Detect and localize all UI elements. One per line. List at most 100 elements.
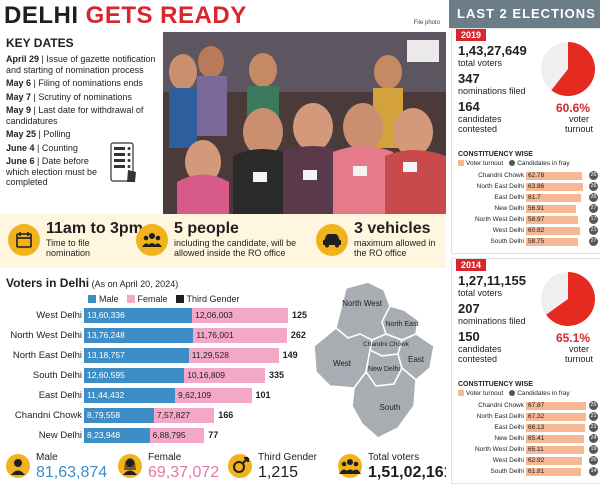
constituency-row: South Delhi 58.75 27 — [452, 237, 600, 247]
key-date-text: | Scrutiny of nominations — [31, 91, 132, 102]
constituency-name: North East Delhi — [476, 413, 524, 420]
turnout-bar: 66.13 — [526, 424, 585, 432]
info-strip: 11am to 3pm Time to file nomination 5 pe… — [0, 214, 446, 268]
candidates-label: candidates contested — [458, 114, 502, 134]
election-year-box: 2014 1,27,11,155 total voters 207 nomination… — [451, 258, 600, 484]
voters-heading: Voters in Delhi (As on April 20, 2024) — [6, 276, 178, 290]
page-title: DELHI GETS READY — [4, 2, 247, 30]
constituency-name: South Delhi — [490, 238, 524, 245]
constituency-row: North West Delhi 58.97 17 — [452, 215, 600, 225]
candidates-badge: 21 — [589, 423, 598, 432]
info-small: Time to file nomination — [46, 238, 91, 258]
key-date: June 4 — [6, 142, 35, 153]
map-region-south — [351, 366, 417, 439]
constituency-legend: Voter turnout Candidates in fray — [458, 160, 570, 167]
female-bar: 7,57,827 — [153, 408, 215, 423]
constituency-row: North East Delhi 63.86 26 — [452, 182, 600, 192]
gender-icon — [228, 454, 252, 478]
turnout-bar: 62.92 — [526, 457, 582, 465]
turnout-bar: 58.97 — [526, 216, 579, 224]
total-third-gender-label: Third Gender — [258, 452, 317, 463]
constituency-row: Chandni Chowk 67.87 25 — [452, 401, 600, 411]
calendar-icon — [8, 224, 40, 256]
female-bar: 11,76,001 — [193, 328, 287, 343]
year-badge: 2019 — [456, 29, 486, 41]
constituency-name: East Delhi — [494, 194, 524, 201]
key-date-item: May 6 | Filing of nominations ends — [6, 78, 162, 89]
turnout-bar: 58.75 — [526, 238, 578, 246]
photo-credit: File photo — [413, 20, 440, 26]
candidates-badge: 26 — [589, 193, 598, 202]
map-region-north-west — [335, 281, 391, 341]
key-date-item: April 29 | Issue of gazette notification… — [6, 54, 162, 75]
key-date-text: | Issue of gazette notification and star… — [6, 54, 156, 75]
legend-third-label: Third Gender — [186, 294, 240, 304]
constituency-legend: Voter turnout Candidates in fray — [458, 390, 570, 397]
constituency-label: West Delhi — [36, 310, 82, 321]
legend-third-gender: Third Gender — [175, 294, 240, 304]
constituency-row: New Delhi 56.91 27 — [452, 204, 600, 214]
voters-bar-row: North West Delhi 13,76,248 11,76,001 262 — [0, 328, 320, 344]
voters-subheading: (As on April 20, 2024) — [89, 279, 179, 289]
voters-photo — [163, 32, 446, 214]
constituency-row: New Delhi 65.41 24 — [452, 434, 600, 444]
key-date: May 6 — [6, 78, 32, 88]
candidates-badge: 21 — [589, 412, 598, 421]
candidates-badge: 26 — [589, 171, 598, 180]
constituency-wise-heading: CONSTITUENCY WISE — [458, 151, 533, 158]
delhi-constituency-map: North West North East Chandni Chowk West… — [313, 281, 435, 439]
male-bar: 8,79,558 — [84, 408, 154, 423]
voters-bar-row: East Delhi 11,44,432 9,62,109 101 — [0, 388, 320, 404]
female-bar: 6,88,795 — [149, 428, 205, 443]
candidates-value: 150 — [458, 329, 480, 344]
turnout-label: voter turnout — [564, 114, 594, 134]
male-bar: 13,76,248 — [84, 328, 194, 343]
nominations-label: nominations filed — [458, 316, 526, 326]
turnout-bar: 60.82 — [526, 227, 580, 235]
key-date-text: | Filing of nominations ends — [31, 78, 143, 88]
legend-female: Female — [126, 294, 168, 304]
turnout-bar: 61.7 — [526, 194, 581, 202]
key-date: June 6 — [6, 156, 35, 166]
info-item: 3 vehicles maximum allowed in the RO off… — [316, 220, 444, 264]
key-date: May 7 — [6, 91, 32, 102]
candidates-badge: 27 — [589, 237, 598, 246]
legend-female-label: Female — [137, 294, 168, 304]
info-small: maximum allowed in the RO office — [354, 238, 436, 258]
constituency-row: Chandni Chowk 62.78 26 — [452, 171, 600, 181]
total-voters-label: total voters — [458, 288, 503, 298]
nominations-value: 347 — [458, 71, 480, 86]
legend-male-label: Male — [99, 294, 119, 304]
key-date-item: May 7 | Scrutiny of nominations — [6, 92, 162, 103]
turnout-bar: 65.41 — [526, 435, 584, 443]
third-gender-value: 262 — [290, 330, 306, 340]
constituency-name: East Delhi — [494, 424, 524, 431]
key-date-text: | Polling — [36, 129, 71, 139]
turnout-value: 60.6% — [556, 101, 591, 115]
male-bar: 12,60,595 — [84, 368, 185, 383]
candidates-badge: 21 — [589, 226, 598, 235]
third-gender-value: 125 — [292, 310, 308, 320]
legend-male: Male — [88, 294, 119, 304]
map-label-north-east: North East — [385, 321, 418, 328]
key-date-text: | Counting — [34, 142, 78, 153]
total-voters-label: total voters — [458, 58, 503, 68]
voters-legend: Male Female Third Gender — [88, 294, 240, 304]
candidates-badge: 27 — [589, 204, 598, 213]
voters-heading-text: Voters in Delhi — [6, 276, 90, 290]
constituency-name: Chandni Chowk — [478, 172, 524, 179]
total-female-label: Female — [148, 452, 182, 463]
constituency-name: North West Delhi — [474, 216, 524, 223]
map-label-new-delhi: New Delhi — [368, 366, 400, 373]
constituency-name: North East Delhi — [476, 183, 524, 190]
female-bar: 12,06,003 — [192, 308, 288, 323]
constituency-row: North West Delhi 65.11 19 — [452, 445, 600, 455]
turnout-bar: 61.81 — [526, 468, 581, 476]
constituency-wise-heading: CONSTITUENCY WISE — [458, 381, 533, 388]
constituency-label: Chandni Chowk — [14, 410, 82, 421]
candidates-badge: 26 — [589, 182, 598, 191]
ballot-machine-icon — [110, 142, 136, 182]
turnout-bar: 65.11 — [526, 446, 584, 454]
female-icon — [118, 454, 142, 478]
